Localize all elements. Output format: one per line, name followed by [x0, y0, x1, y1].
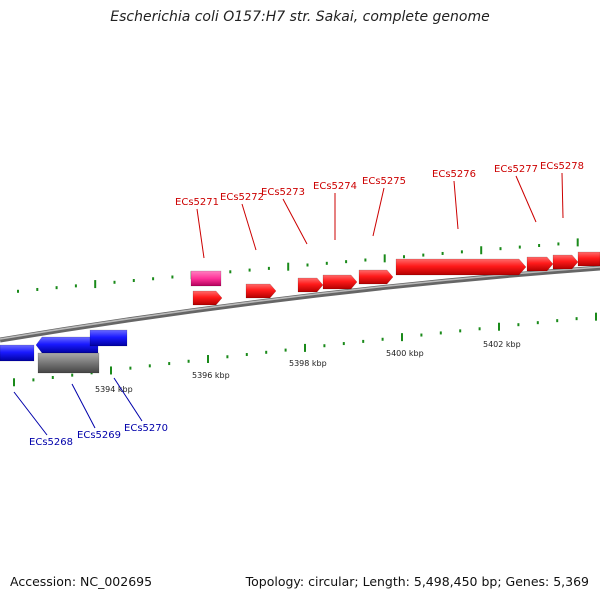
gene-arrow-reverse-other [37, 352, 100, 374]
callout-line-ECs5277 [515, 175, 537, 223]
callout-line-ECs5271 [196, 208, 205, 259]
genome-summary: Topology: circular; Length: 5,498,450 bp… [245, 574, 589, 589]
gene-features [0, 251, 600, 374]
gene-label-ECs5269[interactable]: ECs5269 [77, 430, 121, 441]
axis-label-5396: 5396 kbp [192, 371, 230, 380]
callout-line-ECs5270 [113, 377, 143, 422]
callout-line-ECs5268 [13, 391, 48, 436]
map-title: Escherichia coli O157:H7 str. Sakai, com… [110, 9, 490, 25]
gene-arrow-reverse [0, 344, 35, 362]
gene-label-ECs5270[interactable]: ECs5270 [124, 423, 168, 434]
gene-label-ECs5274[interactable]: ECs5274 [313, 181, 357, 192]
axis-label-5398: 5398 kbp [289, 359, 327, 368]
gene-arrow-forward [358, 269, 394, 285]
gene-arrow-forward [526, 256, 554, 272]
gene-label-ECs5268[interactable]: ECs5268 [29, 437, 73, 448]
callout-line-ECs5275 [372, 187, 385, 237]
gene-label-ECs5276[interactable]: ECs5276 [432, 169, 476, 180]
gene-arrow-forward [395, 258, 527, 276]
gene-arrow-forward-other [190, 270, 222, 287]
callout-line-ECs5276 [453, 180, 459, 230]
gene-arrow-forward [245, 283, 277, 299]
accession-label: Accession: NC_002695 [10, 574, 153, 589]
gene-arrow-forward [552, 254, 579, 270]
axis-label-5402: 5402 kbp [483, 340, 521, 349]
callout-line-ECs5278 [561, 172, 564, 219]
gene-arrow-forward [322, 274, 358, 290]
callout-line-ECs5272 [241, 203, 257, 251]
gene-arrow-forward [297, 277, 324, 293]
callout-line-ECs5269 [71, 383, 96, 429]
axis-label-5394: 5394 kbp [95, 385, 133, 394]
gene-arrow-reverse [35, 336, 99, 354]
gene-label-ECs5277[interactable]: ECs5277 [494, 164, 538, 175]
gene-arrow-forward [192, 290, 223, 306]
gene-label-ECs5275[interactable]: ECs5275 [362, 176, 406, 187]
gene-label-ECs5272[interactable]: ECs5272 [220, 192, 264, 203]
gene-label-ECs5273[interactable]: ECs5273 [261, 187, 305, 198]
tick-labels: 5394 kbp 5396 kbp 5398 kbp 5400 kbp 5402 kbp [95, 340, 521, 394]
gene-arrow-forward [577, 251, 600, 267]
axis-label-5400: 5400 kbp [386, 349, 424, 358]
gene-label-ECs5271[interactable]: ECs5271 [175, 197, 219, 208]
callout-line-ECs5273 [282, 198, 308, 245]
gene-arrow-reverse [89, 329, 128, 347]
gene-label-ECs5278[interactable]: ECs5278 [540, 161, 584, 172]
